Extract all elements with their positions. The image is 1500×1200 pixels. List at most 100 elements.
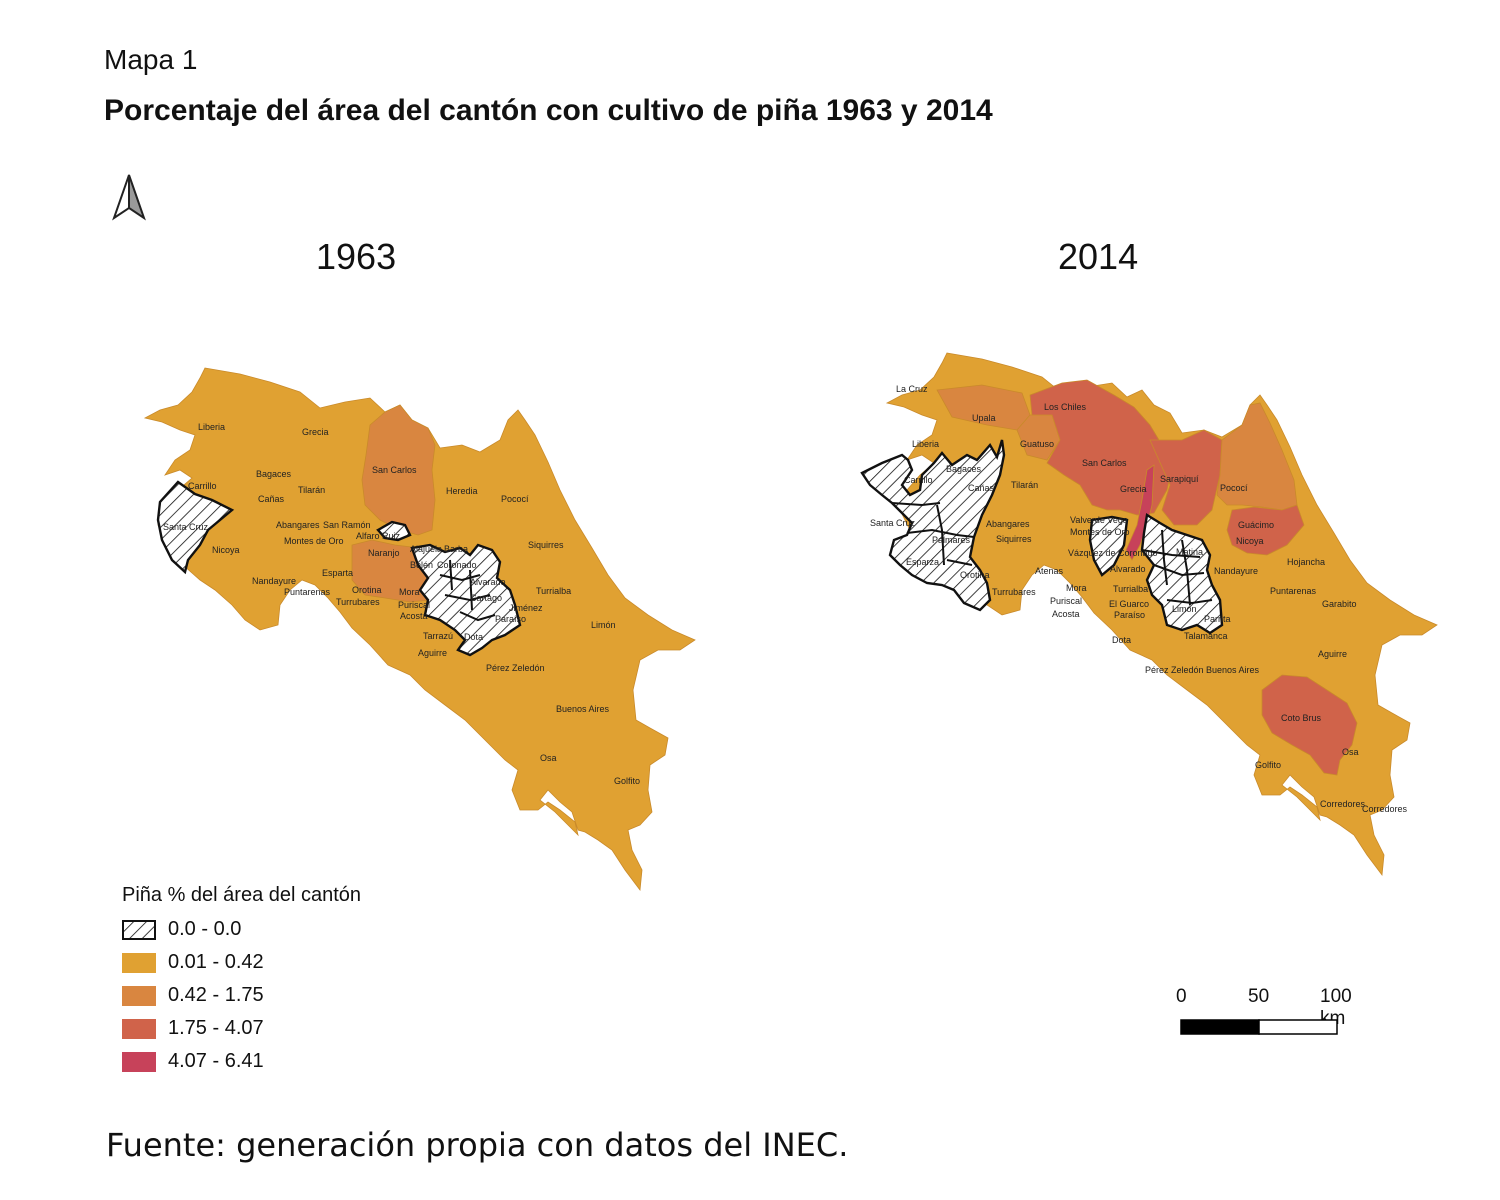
canton-label: Orotina: [960, 570, 990, 580]
guanacaste-borders-2014: [891, 502, 975, 566]
guacimo-region-2014: [1226, 504, 1305, 556]
canton-label: Guatuso: [1020, 439, 1054, 449]
legend-swatch-1: [122, 952, 156, 973]
canton-label: Esparta: [322, 568, 353, 578]
canton-label: Nicoya: [1236, 536, 1264, 546]
canton-label: Vázquez de Coronado: [1068, 548, 1158, 558]
canton-label: Puntarenas: [284, 587, 331, 597]
canton-label: Aguirre: [1318, 649, 1347, 659]
canton-label: Coto Brus: [1281, 713, 1322, 723]
canton-label: Limón: [591, 620, 616, 630]
canton-label: Santa Cruz: [870, 518, 916, 528]
canton-label: Matina: [1176, 547, 1203, 557]
canton-label: Los Chiles: [1044, 402, 1087, 412]
canton-label: Santa Cruz: [163, 522, 209, 532]
alfaro-ruiz-hatched-1963: [376, 520, 412, 542]
canton-label: Abangares: [276, 520, 320, 530]
legend-item-hatched: 0.0 - 0.0: [122, 913, 361, 946]
grecia-strip-2014: [1125, 464, 1155, 561]
canton-label: Osa: [1342, 747, 1359, 757]
canton-label: Jiménez: [509, 603, 543, 613]
map-1963: Liberia Grecia San Carlos Bagaces Carril…: [143, 367, 696, 892]
legend: Piña % del área del cantón 0.0 - 0.0 0.0…: [122, 884, 361, 1078]
canton-label: Puriscal: [398, 600, 430, 610]
scale-bar: 0 50 100 km: [1170, 986, 1370, 1046]
canton-label: Turrialba: [1113, 584, 1148, 594]
canton-label: Liberia: [912, 439, 939, 449]
canton-label: Valverde Vega: [1070, 515, 1128, 525]
canton-label: Alfaro Ruiz: [356, 531, 401, 541]
canton-label: Tilarán: [298, 485, 325, 495]
canton-label: Hojancha: [1287, 557, 1325, 567]
canton-label: Parrita: [1204, 614, 1231, 624]
legend-label: 1.75 - 4.07: [168, 1017, 264, 1039]
svg-text:Corredores: Corredores: [1362, 804, 1408, 814]
canton-label: Bagaces: [256, 469, 292, 479]
canton-label: Garabito: [1322, 599, 1357, 609]
legend-item-1: 0.01 - 0.42: [122, 946, 361, 979]
canton-label: Siquirres: [996, 534, 1032, 544]
central-borders-1963: [439, 559, 496, 622]
canton-label: Montes de Oro: [1070, 527, 1130, 537]
canton-label: Acosta: [1052, 609, 1080, 619]
canton-label: La Cruz: [896, 384, 928, 394]
canton-label: Cañas: [258, 494, 285, 504]
canton-label: Carrillo: [188, 481, 217, 491]
canton-label: Pérez Zeledón: [1145, 665, 1204, 675]
canton-labels-2014: La Cruz Upala Los Chiles Liberia Guatuso…: [870, 384, 1408, 814]
canton-label: Limón: [1172, 604, 1197, 614]
canton-label: Alajuela: [410, 544, 442, 554]
central-borders-2014: [1141, 529, 1213, 606]
scale-tick-50: 50: [1248, 986, 1270, 1007]
canton-label: Esparza: [906, 557, 939, 567]
canton-label: Liberia: [198, 422, 225, 432]
canton-label: Dota: [1112, 635, 1131, 645]
canton-label: San Ramón: [323, 520, 371, 530]
north-arrow-icon: [110, 172, 148, 226]
canton-label: Pérez Zeledón: [486, 663, 545, 673]
canton-label: El Guarco: [1109, 599, 1149, 609]
canton-label: Alvarado: [1110, 564, 1146, 574]
canton-label: Siquirres: [528, 540, 564, 550]
canton-label: Carrillo: [904, 475, 933, 485]
canton-label: Turrubares: [992, 587, 1036, 597]
canton-label: Cañas: [968, 483, 995, 493]
source-note: Fuente: generación propia con datos del …: [106, 1126, 849, 1164]
canton-label: Tarrazú: [423, 631, 453, 641]
canton-label: Atenas: [1035, 566, 1064, 576]
legend-swatch-2: [122, 985, 156, 1006]
canton-label: Acosta: [400, 611, 428, 621]
legend-item-3: 1.75 - 4.07: [122, 1012, 361, 1045]
legend-item-4: 4.07 - 6.41: [122, 1045, 361, 1078]
legend-item-2: 0.42 - 1.75: [122, 979, 361, 1012]
guanacaste-hatched-2014: [860, 439, 1006, 612]
map-label: Mapa 1: [104, 44, 198, 75]
canton-label: Pococí: [1220, 483, 1248, 493]
canton-label: Corredores: [1320, 799, 1366, 809]
canton-label: Sarapiquí: [1160, 474, 1199, 484]
scale-bar-graphic: [1180, 1019, 1338, 1035]
san-carlos-region-1963: [361, 404, 436, 536]
canton-label: Bagaces: [946, 464, 982, 474]
legend-label: 0.42 - 1.75: [168, 984, 264, 1006]
canton-label: Golfito: [1255, 760, 1281, 770]
canton-label: Palmares: [932, 535, 971, 545]
canton-label: Coronado: [437, 560, 477, 570]
canton-label: Paraíso: [495, 614, 526, 624]
canton-label: San Carlos: [1082, 458, 1127, 468]
canton-label: Buenos Aires: [1206, 665, 1260, 675]
legend-label: 4.07 - 6.41: [168, 1050, 264, 1072]
canton-label: Grecia: [302, 427, 329, 437]
canton-label: Barba: [444, 544, 468, 554]
los-chiles-sancarlos-2014: [1029, 379, 1175, 516]
canton-label: Osa: [540, 753, 557, 763]
canton-label: Turrialba: [536, 586, 571, 596]
canton-label: Talamanca: [1184, 631, 1228, 641]
canton-label: Puntarenas: [1270, 586, 1317, 596]
canton-label: Nicoya: [212, 545, 240, 555]
canton-label: Nandayure: [1214, 566, 1258, 576]
map-year-1963: 1963: [316, 236, 397, 277]
buenos-aires-region-2014: [1261, 674, 1358, 776]
canton-label: San Carlos: [372, 465, 417, 475]
